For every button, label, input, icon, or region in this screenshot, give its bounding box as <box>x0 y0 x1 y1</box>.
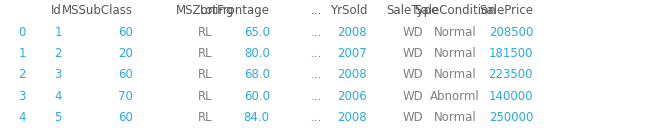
Text: 3: 3 <box>19 89 26 103</box>
Text: 84.0: 84.0 <box>244 111 270 124</box>
Text: ...: ... <box>311 25 322 39</box>
Text: YrSold: YrSold <box>330 4 367 17</box>
Text: ...: ... <box>311 89 322 103</box>
Text: WD: WD <box>402 111 423 124</box>
Text: 65.0: 65.0 <box>244 25 270 39</box>
Text: 2008: 2008 <box>337 25 367 39</box>
Text: WD: WD <box>402 25 423 39</box>
Text: ...: ... <box>311 68 322 81</box>
Text: RL: RL <box>198 111 212 124</box>
Text: MSSubClass: MSSubClass <box>62 4 133 17</box>
Text: SaleType: SaleType <box>387 4 439 17</box>
Text: Normal: Normal <box>434 25 476 39</box>
Text: RL: RL <box>198 89 212 103</box>
Text: Abnorml: Abnorml <box>430 89 480 103</box>
Text: 2: 2 <box>18 68 26 81</box>
Text: SalePrice: SalePrice <box>479 4 533 17</box>
Text: 2006: 2006 <box>337 89 367 103</box>
Text: 70: 70 <box>118 89 133 103</box>
Text: 4: 4 <box>18 111 26 124</box>
Text: WD: WD <box>402 89 423 103</box>
Text: Normal: Normal <box>434 47 476 60</box>
Text: 1: 1 <box>18 47 26 60</box>
Text: 1: 1 <box>54 25 62 39</box>
Text: 140000: 140000 <box>489 89 533 103</box>
Text: 2007: 2007 <box>337 47 367 60</box>
Text: SaleCondition: SaleCondition <box>414 4 496 17</box>
Text: 60.0: 60.0 <box>244 89 270 103</box>
Text: 181500: 181500 <box>489 47 533 60</box>
Text: RL: RL <box>198 25 212 39</box>
Text: 223500: 223500 <box>489 68 533 81</box>
Text: WD: WD <box>402 68 423 81</box>
Text: 4: 4 <box>54 89 62 103</box>
Text: 5: 5 <box>55 111 62 124</box>
Text: ...: ... <box>311 4 322 17</box>
Text: 2008: 2008 <box>337 68 367 81</box>
Text: 68.0: 68.0 <box>244 68 270 81</box>
Text: RL: RL <box>198 47 212 60</box>
Text: 60: 60 <box>118 68 133 81</box>
Text: 20: 20 <box>118 47 133 60</box>
Text: ...: ... <box>311 111 322 124</box>
Text: 2008: 2008 <box>337 111 367 124</box>
Text: LotFrontage: LotFrontage <box>200 4 270 17</box>
Text: RL: RL <box>198 68 212 81</box>
Text: Normal: Normal <box>434 111 476 124</box>
Text: 250000: 250000 <box>489 111 533 124</box>
Text: 60: 60 <box>118 25 133 39</box>
Text: 0: 0 <box>19 25 26 39</box>
Text: 80.0: 80.0 <box>244 47 270 60</box>
Text: Id: Id <box>51 4 62 17</box>
Text: ...: ... <box>311 47 322 60</box>
Text: WD: WD <box>402 47 423 60</box>
Text: 208500: 208500 <box>489 25 533 39</box>
Text: 60: 60 <box>118 111 133 124</box>
Text: Normal: Normal <box>434 68 476 81</box>
Text: 2: 2 <box>54 47 62 60</box>
Text: MSZoning: MSZoning <box>176 4 234 17</box>
Text: 3: 3 <box>55 68 62 81</box>
